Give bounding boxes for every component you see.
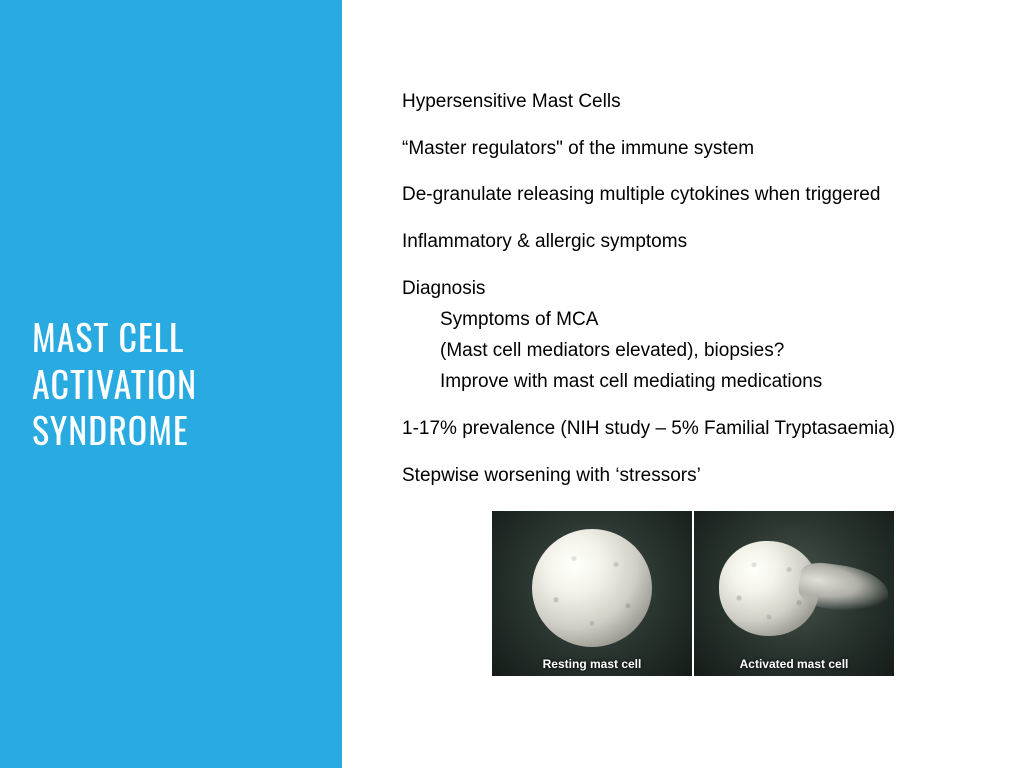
bullet-stepwise: Stepwise worsening with ‘stressors’	[402, 464, 984, 489]
sub-mediators-biopsies: (Mast cell mediators elevated), biopsies…	[440, 338, 984, 365]
slide-title: MAST CELL ACTIVATION SYNDROME	[32, 314, 322, 454]
content-area: Hypersensitive Mast Cells “Master regula…	[342, 0, 1024, 768]
sub-improve-medications: Improve with mast cell mediating medicat…	[440, 369, 984, 396]
bullet-inflammatory: Inflammatory & allergic symptoms	[402, 230, 984, 255]
cell-image-row: Resting mast cell Activated mast cell	[402, 511, 984, 676]
sub-symptoms-mca: Symptoms of MCA	[440, 307, 984, 334]
resting-cell-image: Resting mast cell	[492, 511, 692, 676]
bullet-master-regulators: “Master regulators" of the immune system	[402, 137, 984, 162]
bullet-diagnosis: Diagnosis	[402, 277, 984, 302]
bullet-hypersensitive: Hypersensitive Mast Cells	[402, 90, 984, 115]
diagnosis-group: Diagnosis Symptoms of MCA (Mast cell med…	[402, 277, 984, 395]
bullet-prevalence: 1-17% prevalence (NIH study – 5% Familia…	[402, 417, 984, 442]
title-sidebar: MAST CELL ACTIVATION SYNDROME	[0, 0, 342, 768]
resting-caption: Resting mast cell	[543, 657, 642, 676]
activated-caption: Activated mast cell	[740, 657, 849, 676]
activated-cell-image: Activated mast cell	[694, 511, 894, 676]
bullet-degranulate: De-granulate releasing multiple cytokine…	[402, 183, 984, 208]
